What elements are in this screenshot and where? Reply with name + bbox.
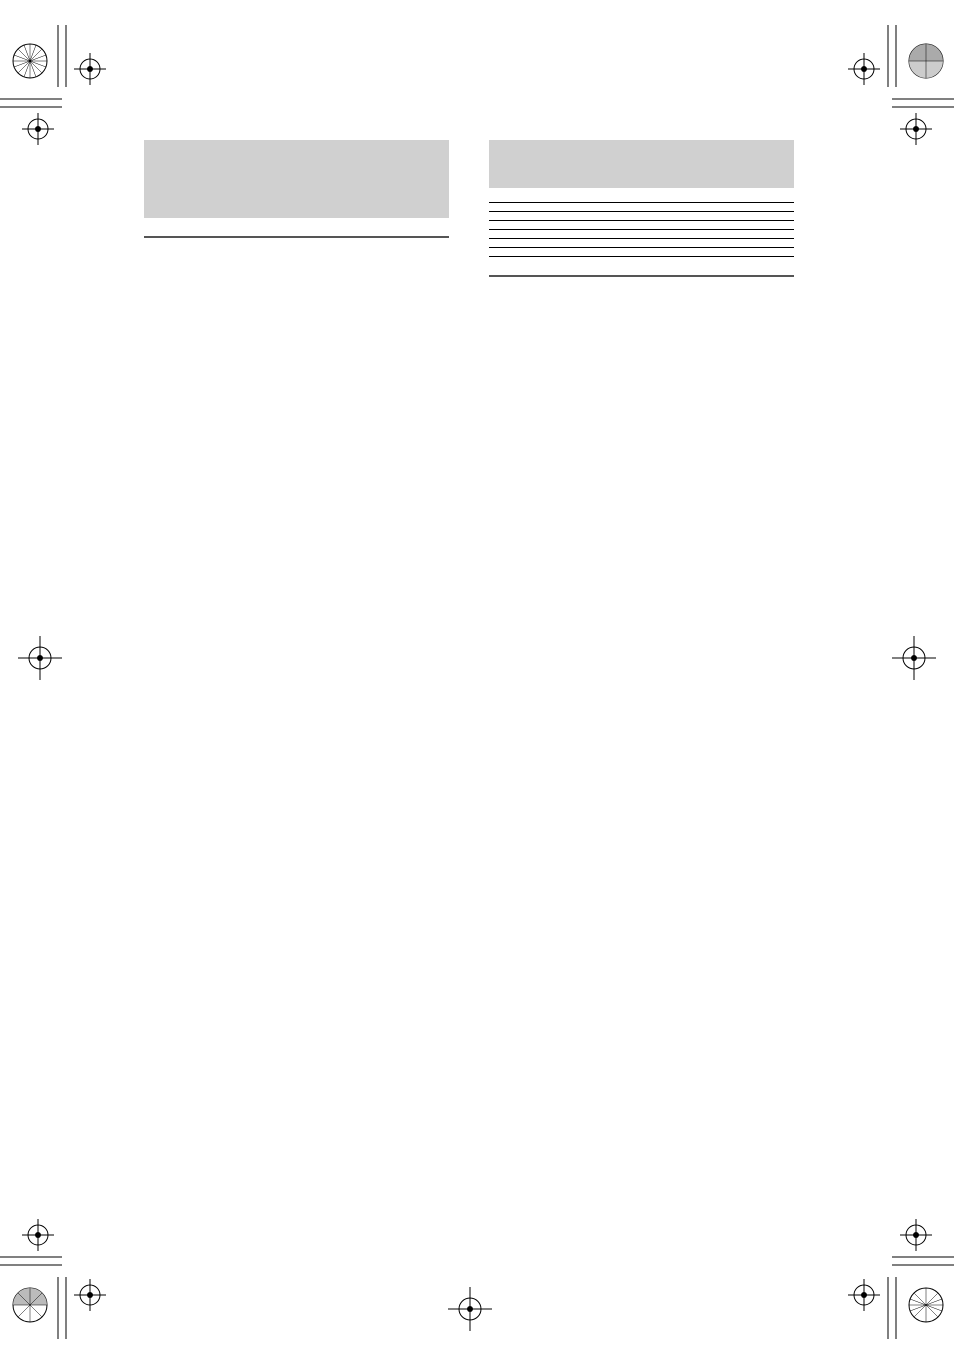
table-col-1 <box>591 203 693 212</box>
left-rule <box>144 236 449 238</box>
reg-mark-bottom-center <box>440 1269 500 1339</box>
crop-mark-top-right <box>814 25 954 185</box>
left-column <box>144 140 449 289</box>
right-section-header <box>489 140 794 188</box>
crop-mark-bottom-right <box>814 1179 954 1339</box>
table-col-2 <box>692 203 794 212</box>
table-row <box>489 221 794 230</box>
reg-mark-right-mid <box>884 628 944 688</box>
crop-mark-top-left <box>0 25 130 185</box>
table-col-0 <box>489 203 591 212</box>
table-row <box>489 239 794 248</box>
table-row <box>489 248 794 257</box>
table-row <box>489 212 794 221</box>
aspect-ratio-table <box>489 202 794 257</box>
page-content <box>144 140 794 289</box>
table-row <box>489 230 794 239</box>
crop-mark-bottom-left <box>0 1179 130 1339</box>
right-rule <box>489 275 794 277</box>
left-section-header <box>144 140 449 218</box>
reg-mark-left-mid <box>10 628 70 688</box>
right-column <box>489 140 794 289</box>
